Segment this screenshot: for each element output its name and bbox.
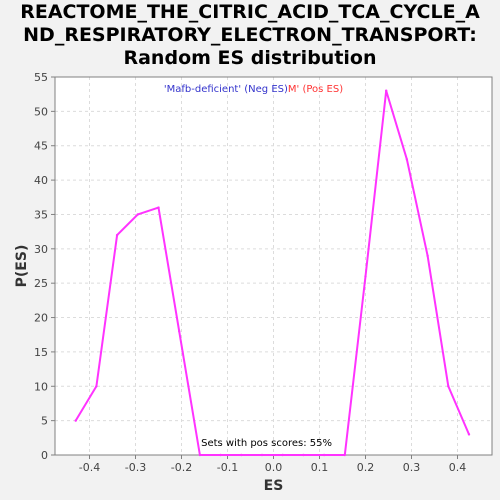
y-tick-label: 25 <box>34 277 48 290</box>
data-point <box>219 453 222 457</box>
series-group <box>74 89 471 457</box>
data-point <box>281 453 284 457</box>
x-tick-label: 0.1 <box>311 461 329 474</box>
y-tick-label: 15 <box>34 346 48 359</box>
data-point <box>240 453 243 457</box>
series-line <box>74 89 470 456</box>
data-point <box>136 213 139 216</box>
data-point <box>178 330 181 333</box>
y-tick-label: 35 <box>34 208 48 221</box>
legend-pos-es: M' (Pos ES) <box>288 84 343 95</box>
chart-title: REACTOME_THE_CITRIC_ACID_TCA_CYCLE_A ND_… <box>0 1 500 70</box>
y-tick-label: 50 <box>34 105 48 118</box>
y-tick-label: 20 <box>34 312 48 325</box>
x-tick-label: 0.4 <box>449 461 467 474</box>
y-tick-label: 0 <box>41 449 48 462</box>
title-line-2: ND_RESPIRATORY_ELECTRON_TRANSPORT: <box>23 24 477 46</box>
x-ticks: -0.4 -0.3 -0.2 -0.1 0.0 0.1 0.2 0.3 0.4 <box>79 455 466 474</box>
data-point <box>322 453 326 457</box>
data-point <box>302 453 305 457</box>
x-axis-label: ES <box>264 478 284 494</box>
y-tick-label: 5 <box>41 415 48 428</box>
data-point <box>467 433 471 436</box>
y-tick-label: 45 <box>34 140 48 153</box>
title-line-1: REACTOME_THE_CITRIC_ACID_TCA_CYCLE_A <box>20 1 480 23</box>
data-point <box>157 206 160 209</box>
y-tick-label: 55 <box>34 71 48 84</box>
y-tick-label: 10 <box>34 380 48 393</box>
y-ticks: 0 5 10 15 20 25 30 35 40 45 50 55 <box>34 71 55 462</box>
data-point <box>343 453 346 457</box>
data-point <box>198 453 202 457</box>
legend-neg-es: 'Mafb-deficient' (Neg ES) <box>164 84 288 95</box>
x-tick-label: -0.2 <box>171 461 192 474</box>
data-point <box>364 275 367 278</box>
x-tick-label: 0.0 <box>265 461 283 474</box>
data-point <box>385 89 388 92</box>
data-point <box>260 453 264 457</box>
data-point <box>74 419 77 422</box>
y-tick-label: 30 <box>34 243 48 256</box>
y-tick-label: 40 <box>34 174 48 187</box>
pos-score-annotation: Sets with pos scores: 55% <box>201 438 332 449</box>
x-tick-label: 0.2 <box>357 461 375 474</box>
legend: 'Mafb-deficient' (Neg ES)M' (Pos ES) <box>164 84 343 95</box>
y-axis-label: P(ES) <box>14 245 30 288</box>
x-tick-label: 0.3 <box>403 461 421 474</box>
data-point <box>95 385 98 388</box>
data-point <box>405 158 409 161</box>
x-tick-label: -0.3 <box>125 461 146 474</box>
title-line-3: Random ES distribution <box>123 47 377 69</box>
data-point <box>447 385 450 388</box>
data-point <box>426 254 429 257</box>
x-tick-label: -0.1 <box>217 461 238 474</box>
x-tick-label: -0.4 <box>79 461 100 474</box>
data-point <box>115 233 119 237</box>
